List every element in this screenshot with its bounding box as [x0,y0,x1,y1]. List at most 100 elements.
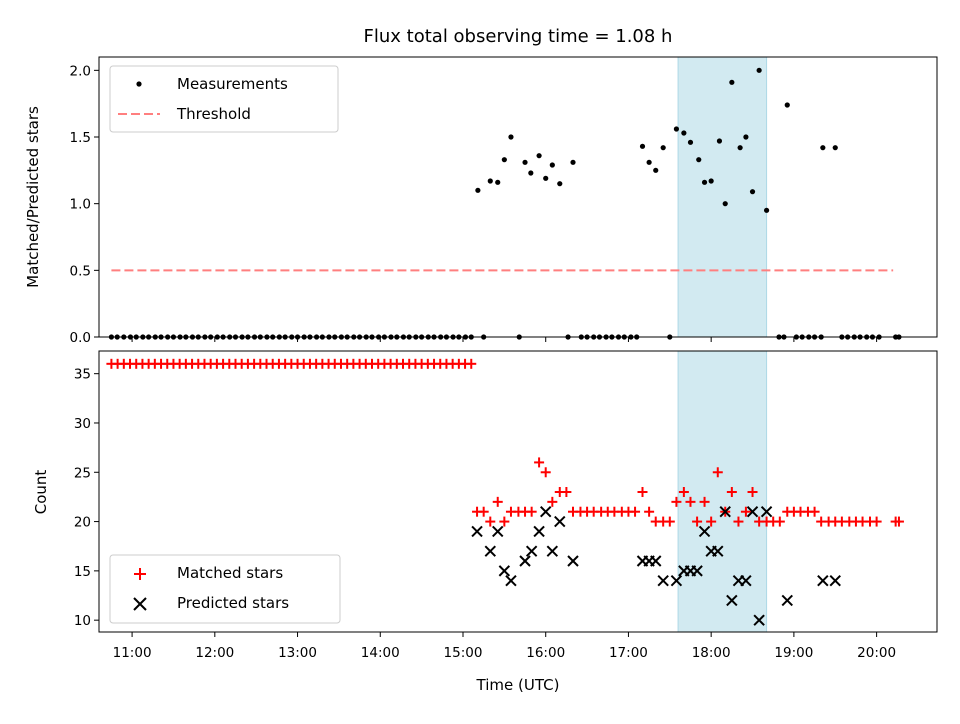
predicted-star-mark [657,575,669,587]
predicted-star-mark [519,555,531,567]
y-tick-label: 1.5 [70,130,91,146]
measurement-point [646,159,652,165]
matched-star-point [774,516,785,527]
measurement-point [701,179,708,185]
top-y-ticks: 0.0 0.5 1.0 1.5 2.0 [70,63,99,346]
top-panel: 0.00.51.01.52.0 Matched/Predicted stars … [24,56,938,346]
matched-star-point [485,516,496,527]
bottom-panel: 10 15 20 25 30 35 11:00 12:00 13:00 14:00 15:00 16… [32,350,938,694]
predicted-star-point [554,515,566,528]
predicted-star-mark [540,506,552,518]
x-tick-label: 12:00 [195,645,234,661]
measurement-point [639,143,646,149]
matched-star-point [712,467,723,478]
matched-star-point [671,496,682,507]
predicted-star-point [698,525,711,538]
predicted-star-point [670,575,683,587]
measurement-point [487,178,493,184]
measurement-point [756,67,762,73]
matched-star-point [630,506,641,517]
measurement-point [549,162,555,168]
measurement-point [749,189,756,195]
matched-star-point [699,496,710,507]
x-tick-label: 16:00 [526,645,565,661]
predicted-star-point [746,506,759,518]
predicted-star-mark [525,545,538,557]
measurement-point [708,178,714,184]
measurement-point [729,79,735,85]
predicted-stars-series [471,506,841,626]
predicted-star-mark [554,515,566,528]
measurement-point [832,145,838,151]
matched-star-point [740,506,751,517]
matched-star-point [809,506,820,517]
measurement-point [716,138,723,144]
measurement-point [687,139,694,145]
predicted-star-point [567,555,579,567]
bottom-axes-frame [98,350,938,633]
matched-star-point [526,506,537,517]
predicted-star-point [546,545,559,557]
predicted-star-point [712,545,724,557]
predicted-star-mark [505,575,517,587]
measurement-point [681,130,687,136]
predicted-star-mark [781,594,793,607]
top-y-axis-label: Matched/Predicted stars [24,106,42,288]
measurement-point [528,170,534,176]
predicted-star-point [726,594,738,607]
predicted-star-point [525,545,538,557]
y-tick-label: 30 [74,416,91,432]
predicted-star-point [657,575,669,587]
predicted-star-point [471,525,483,538]
matched-star-point [685,496,696,507]
y-tick-label: 25 [74,465,91,481]
matched-star-point [747,486,758,497]
highlight-span-top [677,56,768,338]
x-tick-label: 20:00 [857,645,896,661]
predicted-star-point [650,555,662,567]
predicted-star-mark [829,575,841,587]
predicted-star-mark [753,614,765,626]
bottom-x-ticks: 11:00 12:00 13:00 14:00 15:00 16:00 17:00 18:00… [113,632,896,661]
top-legend: Measurements Threshold [109,65,339,133]
y-tick-label: 35 [74,367,91,383]
predicted-star-mark [740,575,752,587]
measurement-point [501,157,507,163]
predicted-star-mark [567,555,579,567]
matched-star-point [534,457,545,468]
predicted-star-mark [484,545,496,557]
matched-star-point [733,516,744,527]
matched-star-point [547,496,558,507]
predicted-star-mark [691,565,703,577]
matched-stars-series [106,358,904,527]
matched-star-point [678,486,689,497]
measurement-point [660,145,666,151]
predicted-star-mark [726,594,738,607]
y-tick-label: 0.0 [70,330,91,346]
y-tick-label: 10 [74,613,91,629]
predicted-star-point [533,525,545,538]
predicted-star-point [829,575,841,587]
predicted-star-point [519,555,531,567]
predicted-star-point [484,545,496,557]
predicted-star-mark [471,525,483,538]
predicted-star-point [540,506,552,518]
measurement-point [475,187,481,193]
measurement-point [722,201,728,207]
measurement-point [784,102,790,108]
y-tick-label: 0.5 [70,263,91,279]
threshold-legend-label: Threshold [176,105,251,123]
measurement-point [737,145,743,151]
x-tick-label: 19:00 [774,645,813,661]
matched-star-point [540,467,551,478]
x-tick-label: 18:00 [692,645,731,661]
measurement-point [557,181,563,187]
measurement-point [495,179,501,185]
predicted-star-point [817,575,829,587]
matched-star-point [644,506,655,517]
measurement-point [743,134,749,140]
measurement-point [508,134,514,140]
matched-star-point [561,486,572,497]
bottom-y-axis-label: Count [32,470,50,515]
